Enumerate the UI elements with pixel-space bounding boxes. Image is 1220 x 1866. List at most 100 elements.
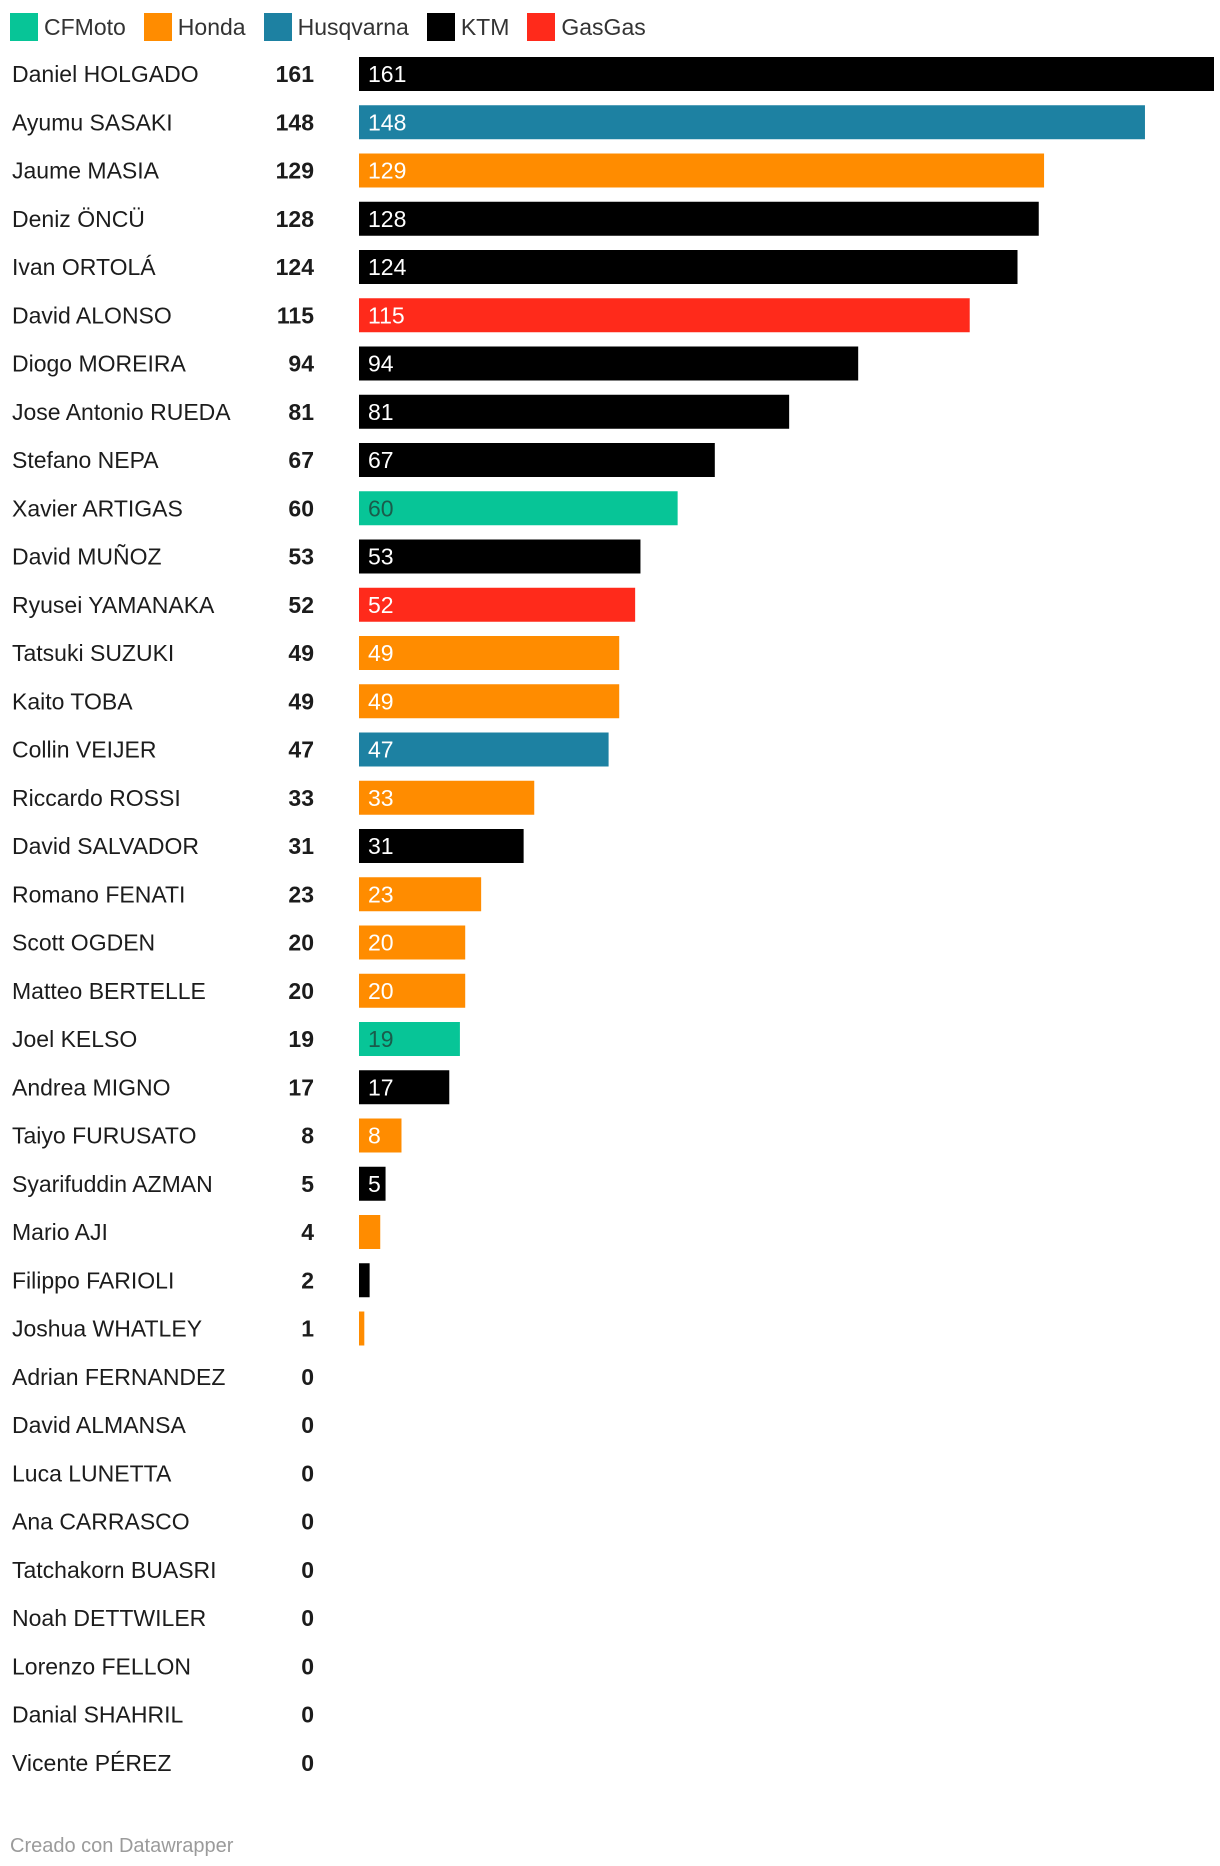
bar-value-label: 49 [368, 640, 394, 666]
points-value-label: 81 [288, 399, 314, 425]
chart-row: Syarifuddin AZMAN 5 5 [12, 1166, 386, 1201]
rider-name-label: Mario AJI [12, 1219, 108, 1245]
points-value-label: 23 [288, 881, 314, 907]
legend-item-husqvarna: Husqvarna [263, 13, 409, 41]
bar-value-label: 67 [368, 447, 394, 473]
chart-row: Xavier ARTIGAS 60 60 [12, 491, 678, 526]
chart-row: Jaume MASIA 129 129 [12, 153, 1045, 188]
bar [359, 1215, 381, 1249]
points-value-label: 124 [276, 254, 315, 280]
points-value-label: 52 [288, 592, 314, 618]
bar [359, 201, 1039, 236]
chart-row: Tatchakorn BUASRI 0 [12, 1557, 314, 1583]
footer-credit: Creado con Datawrapper [10, 1835, 234, 1857]
chart-row: Danial SHAHRIL 0 [12, 1702, 314, 1728]
bar [359, 973, 466, 1008]
bar [359, 298, 970, 333]
bar-value-label: 19 [368, 1026, 394, 1052]
rider-name-label: Daniel HOLGADO [12, 61, 199, 87]
bar [359, 1263, 370, 1298]
rider-name-label: Taiyo FURUSATO [12, 1123, 196, 1149]
legend-swatch [263, 13, 292, 41]
chart-row: Vicente PÉREZ 0 [12, 1750, 314, 1776]
points-value-label: 31 [288, 833, 314, 859]
bar [359, 829, 524, 863]
points-value-label: 0 [301, 1557, 314, 1583]
chart-row: Ayumu SASAKI 148 148 [12, 105, 1145, 140]
points-value-label: 47 [288, 737, 314, 763]
rider-name-label: Tatsuki SUZUKI [12, 640, 174, 666]
rider-name-label: Kaito TOBA [12, 688, 133, 714]
rider-name-label: Joshua WHATLEY [12, 1316, 202, 1342]
bar-value-label: 8 [368, 1123, 381, 1149]
bar-value-label: 5 [368, 1171, 381, 1197]
bar [359, 105, 1145, 140]
rider-name-label: Ana CARRASCO [12, 1509, 190, 1535]
rider-name-label: Danial SHAHRIL [12, 1702, 183, 1728]
chart-row: Joel KELSO 19 19 [12, 1022, 460, 1056]
points-value-label: 128 [276, 206, 315, 232]
rider-name-label: Syarifuddin AZMAN [12, 1171, 213, 1197]
chart-row: Daniel HOLGADO 161 161 [12, 57, 1214, 91]
bar [359, 57, 1214, 91]
points-value-label: 20 [288, 930, 314, 956]
chart-row: Ryusei YAMANAKA 52 52 [12, 587, 636, 622]
legend: CFMoto Honda Husqvarna KTM GasGas [10, 10, 646, 44]
legend-swatch [426, 13, 455, 41]
bar [359, 491, 678, 526]
points-value-label: 60 [288, 495, 314, 521]
legend-item-ktm: KTM [426, 13, 509, 41]
bar-value-label: 33 [368, 785, 394, 811]
legend-label: CFMoto [44, 13, 126, 40]
rider-name-label: Deniz ÖNCÜ [12, 206, 145, 232]
legend-swatch [10, 13, 38, 41]
rider-name-label: Ryusei YAMANAKA [12, 592, 215, 618]
chart-row: Taiyo FURUSATO 8 8 [12, 1118, 402, 1153]
points-value-label: 161 [276, 61, 315, 87]
points-value-label: 53 [288, 544, 314, 570]
chart-row: Ivan ORTOLÁ 124 124 [12, 250, 1018, 284]
rider-name-label: Stefano NEPA [12, 447, 159, 473]
bar-value-label: 81 [368, 399, 394, 425]
chart-row: Lorenzo FELLON 0 [12, 1653, 314, 1679]
rider-name-label: Joel KELSO [12, 1026, 137, 1052]
points-value-label: 20 [288, 978, 314, 1004]
points-value-label: 67 [288, 447, 314, 473]
bar-value-label: 52 [368, 592, 394, 618]
rider-name-label: Diogo MOREIRA [12, 351, 186, 377]
bar-value-label: 129 [368, 158, 406, 184]
rider-name-label: Vicente PÉREZ [12, 1750, 171, 1776]
bar [359, 394, 790, 429]
points-value-label: 1 [301, 1316, 314, 1342]
chart-row: Stefano NEPA 67 67 [12, 443, 715, 477]
bar-value-label: 60 [368, 495, 394, 521]
legend-label: GasGas [561, 13, 646, 40]
bar-value-label: 115 [368, 302, 405, 328]
bar-value-label: 20 [368, 978, 394, 1004]
legend-item-gasgas: GasGas [527, 13, 646, 41]
bar-value-label: 49 [368, 688, 394, 714]
rider-name-label: Xavier ARTIGAS [12, 495, 183, 521]
chart-row: Andrea MIGNO 17 17 [12, 1070, 450, 1105]
bar-value-label: 17 [368, 1074, 394, 1100]
bar [359, 443, 715, 477]
rider-name-label: David ALMANSA [12, 1412, 187, 1438]
points-value-label: 0 [301, 1460, 314, 1486]
chart-row: Kaito TOBA 49 49 [12, 684, 620, 719]
rider-name-label: Matteo BERTELLE [12, 978, 206, 1004]
bar [359, 1118, 402, 1153]
points-value-label: 2 [301, 1267, 314, 1293]
legend-swatch [527, 13, 556, 41]
rider-name-label: Filippo FARIOLI [12, 1267, 174, 1293]
rider-name-label: Scott OGDEN [12, 930, 155, 956]
rider-name-label: Noah DETTWILER [12, 1605, 206, 1631]
chart-row: Luca LUNETTA 0 [12, 1460, 314, 1486]
rider-name-label: Jose Antonio RUEDA [12, 399, 231, 425]
bar [359, 684, 620, 719]
chart-row: Romano FENATI 23 23 [12, 877, 482, 912]
points-value-label: 49 [288, 640, 314, 666]
legend-label: Husqvarna [297, 13, 409, 40]
bar [359, 250, 1018, 284]
chart-row: Matteo BERTELLE 20 20 [12, 973, 466, 1008]
rider-name-label: Collin VEIJER [12, 737, 156, 763]
